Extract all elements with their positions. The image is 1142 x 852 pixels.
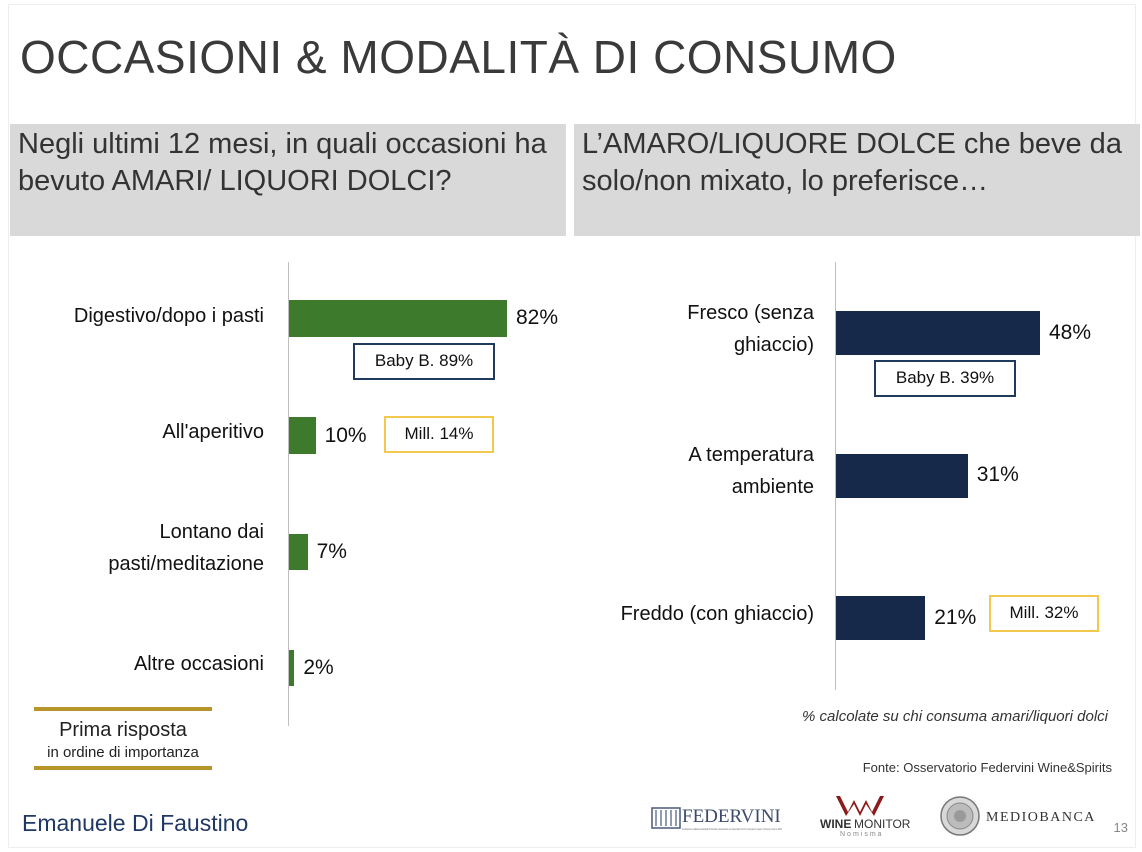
left-bar-digestivo [289,300,507,337]
right-annotation-mill: Mill. 32% [989,595,1099,632]
left-value-label: 2% [303,656,334,679]
federvini-emblem-icon: FEDERVINI Federazione Italiana Industria… [651,806,782,831]
left-category-label: Digestivo/dopo i pasti [73,305,264,327]
right-value-label: 48% [1049,321,1092,344]
right-value-label: 31% [976,463,1019,486]
left-annotation-mill: Mill. 14% [384,416,494,453]
right-category-label: Freddo (con ghiaccio) [620,603,814,625]
right-bar-freddo [836,596,926,640]
left-bar-aperitivo [289,417,316,454]
legend-line-top [34,707,212,711]
mediobanca-seal-icon: MEDIOBANCA [940,796,1096,836]
mediobanca-wordmark: MEDIOBANCA [986,810,1096,825]
federvini-wordmark: FEDERVINI [682,806,781,827]
legend-line-bottom [34,766,212,770]
right-value-label: 21% [934,606,977,629]
winemonitor-emblem-icon: WINE MONITOR Nomisma [820,796,911,838]
federvini-subtitle: Federazione Italiana Industriali Produtt… [682,827,782,831]
slide-frame [8,4,1136,848]
source-note: Fonte: Osservatorio Federvini Wine&Spiri… [862,760,1112,775]
left-bar-altre [289,650,295,686]
left-bar-lontano [289,534,308,570]
winemonitor-wine-text: WINE [820,817,851,831]
question-left: Negli ultimi 12 mesi, in quali occasioni… [10,124,566,236]
left-category-label: Altre occasioni [133,653,264,675]
right-bar-ambiente [836,454,968,498]
left-annotation-baby: Baby B. 89% [353,343,495,380]
right-category-label: Fresco (senza ghiaccio) [687,302,814,356]
left-category-label: Lontano dai pasti/meditazione [108,521,264,575]
left-category-label: All'aperitivo [162,421,264,443]
winemonitor-logo: WINE MONITOR Nomisma [818,794,912,838]
page-number: 13 [1113,820,1128,835]
right-bar-fresco [836,311,1040,355]
legend-title: Prima risposta [59,719,187,741]
left-value-label: 10% [324,424,367,447]
right-category-label: A temperatura ambiente [688,444,814,498]
left-chart-axis [288,262,289,726]
slide-title: OCCASIONI & MODALITÀ DI CONSUMO [20,31,897,83]
winemonitor-monitor-text: MONITOR [854,817,911,831]
question-right: L’AMARO/LIQUORE DOLCE che beve da solo/n… [574,124,1140,236]
right-annotation-baby: Baby B. 39% [874,360,1016,397]
legend-subtitle: in ordine di importanza [47,744,199,761]
percentage-note: % calcolate su chi consuma amari/liquori… [802,708,1108,725]
author-name: Emanuele Di Faustino [22,810,249,836]
left-value-label: 82% [516,306,559,329]
winemonitor-subtitle: Nomisma [840,831,884,838]
right-chart-axis [835,262,836,690]
mediobanca-logo: MEDIOBANCA [938,794,1098,838]
left-value-label: 7% [316,540,347,563]
federvini-logo: FEDERVINI Federazione Italiana Industria… [650,794,784,838]
